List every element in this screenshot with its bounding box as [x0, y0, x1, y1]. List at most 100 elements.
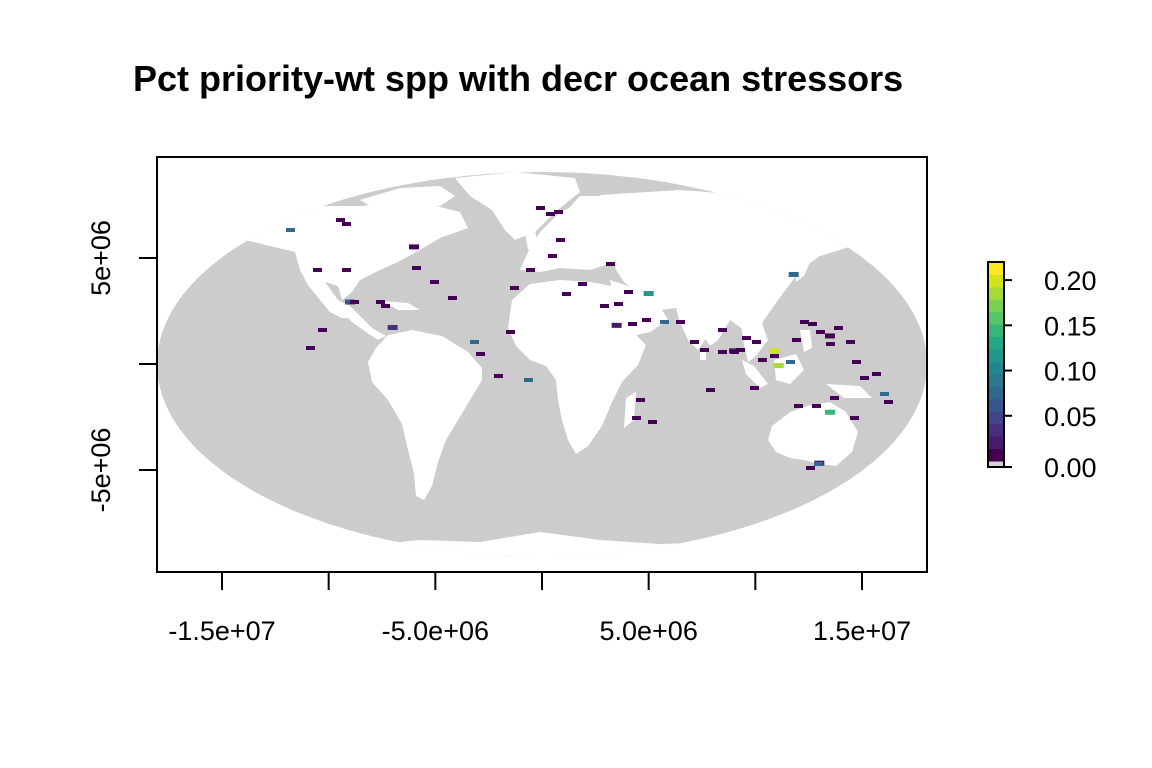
stressor-cell — [548, 254, 557, 258]
legend-swatch — [988, 349, 1004, 362]
borneo — [774, 354, 804, 384]
x-tick-label: 1.5e+07 — [813, 616, 911, 646]
stressor-cell — [409, 244, 419, 250]
stressor-cell — [448, 296, 457, 300]
stressor-cell — [816, 330, 825, 334]
legend-swatch — [988, 411, 1004, 425]
stressor-cell — [676, 320, 685, 324]
stressor-cell — [814, 462, 823, 466]
stressor-cell — [825, 333, 835, 339]
philippines — [800, 330, 812, 352]
legend-swatch — [988, 436, 1004, 450]
legend-swatch — [988, 324, 1004, 338]
stressor-cell — [752, 340, 761, 344]
stressor-cell — [562, 292, 571, 296]
greenland — [455, 172, 580, 240]
stressor-cell — [812, 404, 821, 408]
x-tick-label: -1.5e+07 — [168, 616, 275, 646]
stressor-cell — [636, 398, 645, 402]
stressor-cell — [742, 336, 751, 340]
stressor-cell — [510, 286, 519, 290]
stressor-cell — [648, 420, 657, 424]
stressor-cell — [318, 328, 327, 332]
south-america — [368, 330, 482, 500]
stressor-cell — [786, 360, 795, 364]
stressor-cell — [611, 322, 622, 328]
stressor-cell — [430, 280, 439, 284]
stressor-cell — [606, 262, 615, 266]
stressor-cell — [706, 388, 715, 392]
map-panel — [156, 156, 928, 573]
legend-frame — [987, 261, 1005, 468]
legend-swatch — [988, 311, 1004, 325]
legend-swatch — [988, 373, 1004, 387]
stressor-cell — [852, 360, 861, 364]
stressor-cell — [834, 326, 843, 330]
scandinavia — [560, 196, 605, 234]
stressor-cell — [769, 348, 780, 354]
y-tick-label: 5e+06 — [86, 220, 116, 296]
stressor-cell — [700, 348, 709, 352]
stressor-cell — [758, 358, 767, 362]
stressor-cell — [506, 330, 515, 334]
stressor-cell — [494, 374, 503, 378]
stressor-cell — [660, 320, 669, 324]
stressor-cell — [794, 404, 803, 408]
legend-swatch — [988, 274, 1004, 288]
legend-swatch — [988, 448, 1004, 462]
stressor-cell — [286, 228, 295, 232]
stressor-cell — [554, 210, 563, 214]
stressor-cell — [773, 363, 784, 369]
stressor-cell — [826, 342, 835, 346]
legend-tick-label: 0.10 — [1044, 357, 1097, 387]
stressor-cell — [306, 346, 315, 350]
legend-tick-label: 0.15 — [1044, 311, 1097, 341]
x-tick-label: 5.0e+06 — [599, 616, 697, 646]
legend-swatch — [988, 262, 1004, 275]
stressor-cell — [578, 282, 587, 286]
legend-swatch — [988, 398, 1004, 412]
legend-swatch — [988, 336, 1004, 350]
stressor-cell — [846, 340, 855, 344]
stressor-cell — [642, 318, 651, 322]
stressor-cell — [792, 338, 801, 342]
sumatra — [742, 360, 768, 388]
stressor-cell — [788, 271, 799, 277]
stressor-cell — [387, 324, 398, 330]
new-guinea — [826, 384, 872, 398]
legend-swatch — [988, 286, 1004, 300]
stressor-cells — [286, 206, 893, 470]
stressor-cell — [850, 416, 859, 420]
british-isles — [525, 226, 538, 250]
new-zealand — [892, 466, 904, 488]
stressor-cell — [536, 206, 545, 210]
stressor-cell — [614, 302, 623, 306]
stressor-cell — [750, 386, 759, 390]
stressor-cell — [313, 268, 322, 272]
legend-tick-label: 0.00 — [1044, 453, 1097, 483]
stressor-cell — [770, 354, 779, 358]
stressor-cell — [342, 222, 351, 226]
stressor-cell — [526, 268, 535, 272]
stressor-cell — [800, 320, 809, 324]
north-america — [200, 202, 468, 318]
stressor-cell — [806, 466, 815, 470]
stressor-cell — [376, 300, 385, 304]
legend-swatch — [988, 386, 1004, 400]
legend-swatch — [988, 361, 1004, 375]
stressor-cell — [830, 396, 839, 400]
stressor-cell — [880, 392, 889, 396]
stressor-cell — [546, 212, 555, 216]
central-america — [338, 300, 386, 340]
legend-swatch — [988, 299, 1004, 313]
legend-swatch — [988, 461, 1004, 467]
stressor-cell — [476, 352, 485, 356]
india — [676, 308, 712, 350]
stressor-cell — [628, 322, 637, 326]
stressor-cell — [860, 376, 869, 380]
stressor-cell — [381, 304, 390, 308]
stressor-cell — [884, 400, 893, 404]
chart-title: Pct priority-wt spp with decr ocean stre… — [133, 58, 904, 99]
stressor-cell — [690, 340, 699, 344]
